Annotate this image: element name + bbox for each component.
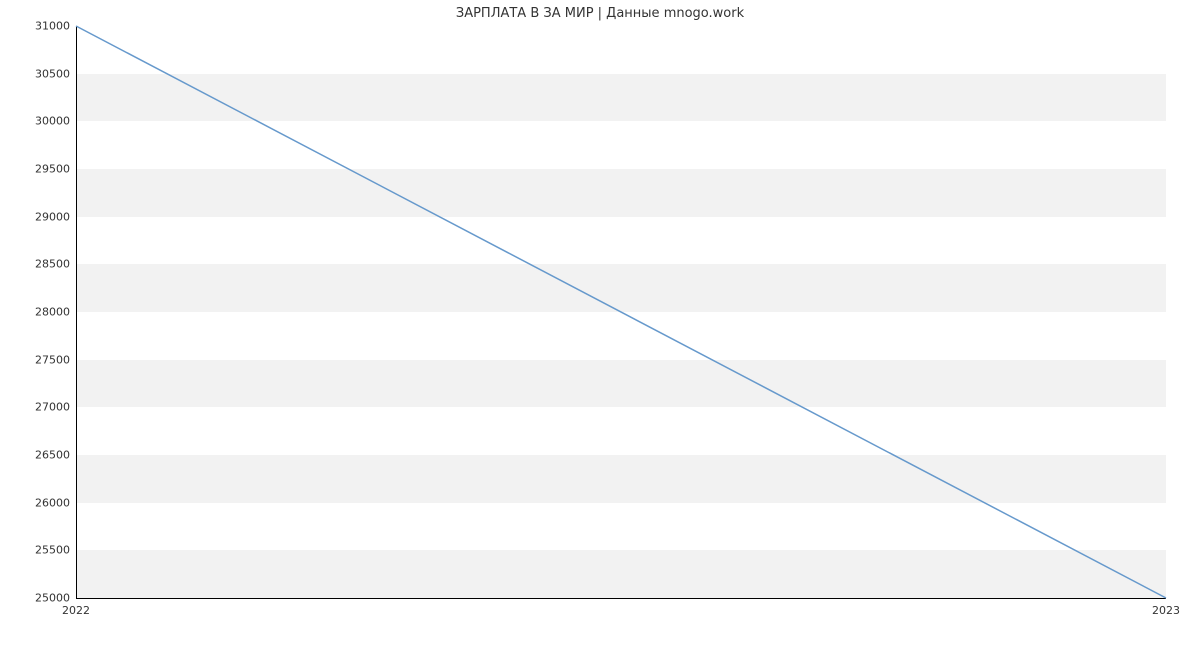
plot-area: 2500025500260002650027000275002800028500… [76, 26, 1166, 598]
y-tick-label: 30000 [35, 115, 76, 128]
y-tick-label: 28000 [35, 306, 76, 319]
x-tick-label: 2022 [62, 598, 90, 617]
x-tick-label: 2023 [1152, 598, 1180, 617]
y-tick-label: 26500 [35, 449, 76, 462]
chart-container: ЗАРПЛАТА В ЗА МИР | Данные mnogo.work 25… [0, 0, 1200, 650]
y-tick-label: 29500 [35, 163, 76, 176]
y-tick-label: 30500 [35, 67, 76, 80]
y-tick-label: 31000 [35, 20, 76, 33]
y-tick-label: 28500 [35, 258, 76, 271]
y-tick-label: 27500 [35, 353, 76, 366]
x-axis-line [76, 598, 1166, 599]
y-tick-label: 29000 [35, 210, 76, 223]
series-line [76, 26, 1166, 598]
series-layer [76, 26, 1166, 598]
y-tick-label: 27000 [35, 401, 76, 414]
y-tick-label: 26000 [35, 496, 76, 509]
chart-title: ЗАРПЛАТА В ЗА МИР | Данные mnogo.work [0, 6, 1200, 21]
y-tick-label: 25500 [35, 544, 76, 557]
